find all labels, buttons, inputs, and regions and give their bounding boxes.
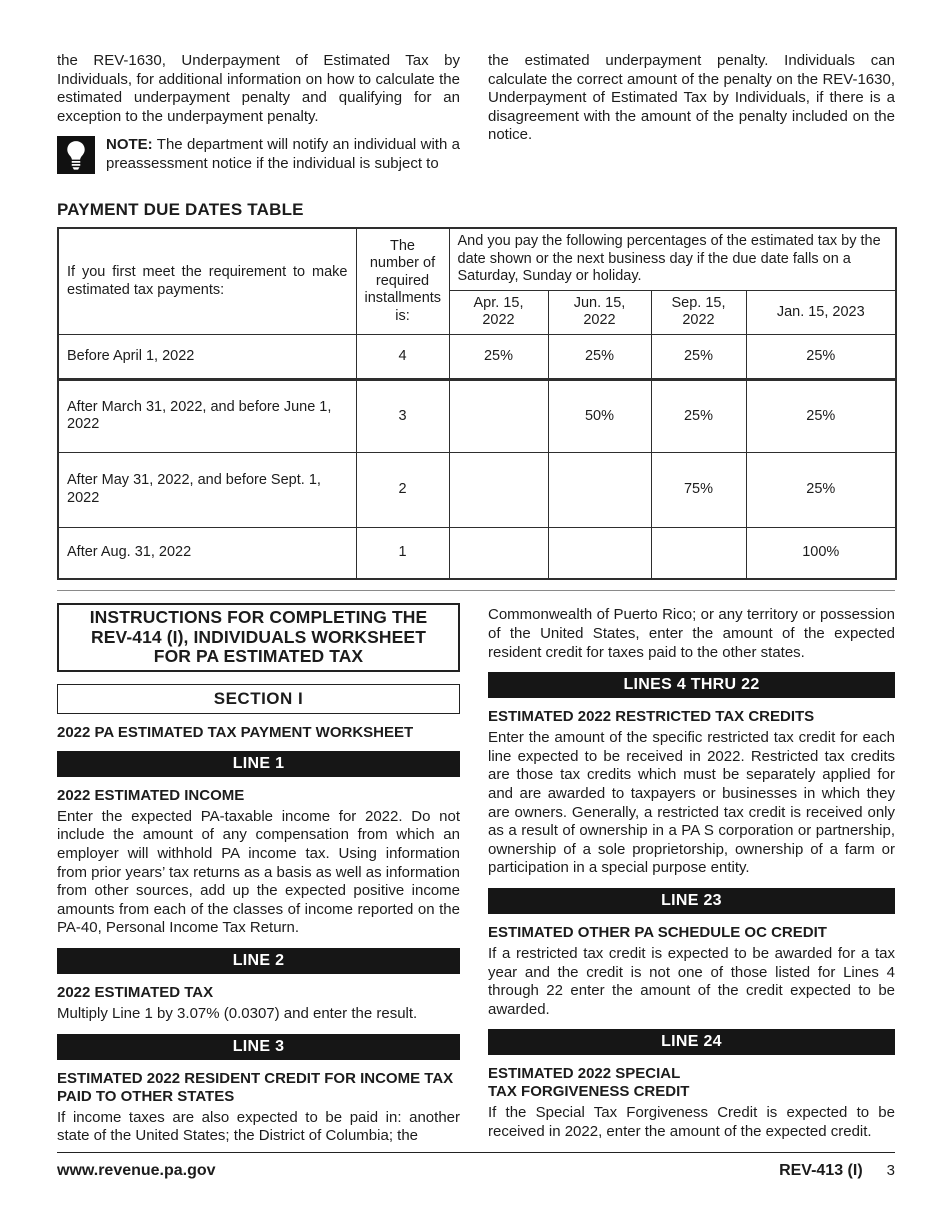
row-value: 50% [547, 378, 652, 453]
row-value: 25% [448, 333, 549, 381]
line-3-paragraph: If income taxes are also expected to be … [57, 1108, 460, 1145]
line-24-heading-line1: ESTIMATED 2022 SPECIAL [488, 1065, 681, 1083]
row-value: 25% [547, 333, 652, 381]
table-row: After March 31, 2022, and before June 1,… [57, 378, 897, 453]
note-label: NOTE: [106, 136, 153, 154]
note-paragraph: NOTE: The department will notify an indi… [106, 136, 460, 173]
percentages-header-cell: And you pay the following percentages of… [448, 227, 897, 291]
line-23-bar: LINE 23 [488, 887, 895, 914]
line-1-bar: LINE 1 [57, 750, 460, 777]
line-24-heading: ESTIMATED 2022 SPECIAL TAX FORGIVENESS C… [488, 1065, 895, 1101]
lines-4-thru-22-bar: LINES 4 THRU 22 [488, 672, 895, 699]
line-2-bar: LINE 2 [57, 948, 460, 975]
row-installments: 1 [355, 526, 450, 580]
lines-4-thru-22-heading: ESTIMATED 2022 RESTRICTED TAX CREDITS [488, 708, 815, 726]
intro-right-column: the estimated underpayment penalty. Indi… [488, 52, 895, 174]
row-value: 75% [650, 451, 747, 528]
intro-section: the REV-1630, Underpayment of Estimated … [57, 52, 895, 175]
date-header-apr: Apr. 15, 2022 [448, 289, 549, 335]
row-value [547, 451, 652, 528]
table-row: Before April 1, 2022 4 25% 25% 25% 25% [57, 333, 897, 381]
table-row: After Aug. 31, 2022 1 100% [57, 526, 897, 580]
row-value: 100% [745, 526, 897, 580]
note-block: NOTE: The department will notify an indi… [57, 136, 460, 175]
intro-left-column: the REV-1630, Underpayment of Estimated … [57, 52, 460, 175]
page-footer: www.revenue.pa.gov REV-413 (I) 3 [57, 1152, 895, 1180]
line-2-heading: 2022 ESTIMATED TAX [57, 984, 214, 1002]
date-header-sep: Sep. 15, 2022 [650, 289, 747, 335]
intro-right-paragraph: the estimated underpayment penalty. Indi… [488, 52, 895, 144]
table-date-header-row: Apr. 15, 2022 Jun. 15, 2022 Sep. 15, 202… [58, 289, 897, 335]
line-1-paragraph: Enter the expected PA-taxable income for… [57, 807, 460, 937]
row-value: 25% [745, 333, 897, 381]
note-body: The department will notify an individual… [106, 136, 460, 172]
date-header-jun: Jun. 15, 2022 [547, 289, 652, 335]
row-value [448, 378, 549, 453]
row-installments: 3 [355, 378, 450, 453]
line-3-bar: LINE 3 [57, 1033, 460, 1060]
row-installments: 2 [355, 451, 450, 528]
instructions-left-column: INSTRUCTIONS FOR COMPLETING THE REV-414 … [57, 603, 460, 1145]
lines-4-thru-22-paragraph: Enter the amount of the specific restric… [488, 729, 895, 877]
row-value [650, 526, 747, 580]
line-23-paragraph: If a restricted tax credit is expected t… [488, 944, 895, 1018]
line-3-paragraph-continued: Commonwealth of Puerto Rico; or any terr… [488, 606, 895, 661]
row-installments: 4 [355, 333, 450, 381]
footer-page-number: 3 [886, 1162, 895, 1179]
line-24-bar: LINE 24 [488, 1029, 895, 1056]
page-content: the REV-1630, Underpayment of Estimated … [57, 52, 898, 1146]
line-24-paragraph: If the Special Tax Forgiveness Credit is… [488, 1104, 895, 1140]
footer-form-id: REV-413 (I) [779, 1162, 863, 1179]
row-label: After Aug. 31, 2022 [57, 526, 357, 580]
section-i-title: SECTION I [57, 683, 460, 714]
installments-header-cell: The number of required installments is: [355, 227, 450, 335]
row-value: 25% [745, 451, 897, 528]
instructions-main-title: INSTRUCTIONS FOR COMPLETING THE REV-414 … [57, 603, 460, 672]
instructions-section: INSTRUCTIONS FOR COMPLETING THE REV-414 … [57, 603, 895, 1145]
line-2-paragraph: Multiply Line 1 by 3.07% (0.0307) and en… [57, 1005, 418, 1023]
row-value: 25% [650, 333, 747, 381]
row-value [448, 526, 549, 580]
row-value [448, 451, 549, 528]
instructions-right-column: Commonwealth of Puerto Rico; or any terr… [488, 603, 895, 1145]
payment-due-dates-title: PAYMENT DUE DATES TABLE [57, 200, 304, 220]
row-label: Before April 1, 2022 [57, 333, 357, 381]
line-1-heading: 2022 ESTIMATED INCOME [57, 786, 245, 804]
row-value: 25% [745, 378, 897, 453]
row-value [547, 526, 652, 580]
row-label: After March 31, 2022, and before June 1,… [57, 378, 357, 453]
worksheet-title: 2022 PA ESTIMATED TAX PAYMENT WORKSHEET [57, 723, 414, 741]
table-header-row: If you first meet the requirement to mak… [57, 227, 897, 335]
line-23-heading: ESTIMATED OTHER PA SCHEDULE OC CREDIT [488, 923, 827, 941]
table-row: After May 31, 2022, and before Sept. 1, … [57, 451, 897, 528]
line-24-heading-line2: TAX FORGIVENESS CREDIT [488, 1083, 690, 1101]
intro-left-paragraph: the REV-1630, Underpayment of Estimated … [57, 52, 460, 125]
lightbulb-note-icon [57, 136, 95, 175]
payment-due-dates-table: If you first meet the requirement to mak… [57, 227, 898, 581]
row-value: 25% [650, 378, 747, 453]
requirement-header-cell: If you first meet the requirement to mak… [57, 227, 357, 335]
line-3-heading: ESTIMATED 2022 RESIDENT CREDIT FOR INCOM… [57, 1069, 454, 1105]
footer-website: www.revenue.pa.gov [57, 1162, 216, 1179]
section-divider [57, 590, 895, 592]
row-label: After May 31, 2022, and before Sept. 1, … [57, 451, 357, 528]
date-header-jan: Jan. 15, 2023 [745, 289, 897, 335]
